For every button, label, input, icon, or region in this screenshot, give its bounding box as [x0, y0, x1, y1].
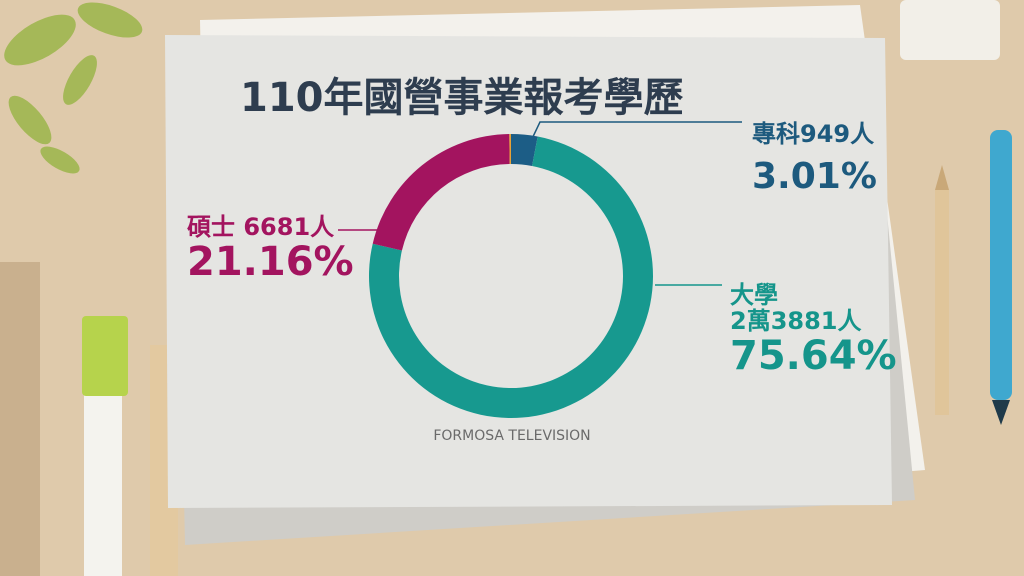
category-label: 專科949人: [752, 120, 874, 148]
chart-title: 110年國營事業報考學歷: [240, 75, 684, 121]
donut-slice: [372, 134, 510, 251]
pen: [990, 130, 1012, 400]
category-label: 碩士 6681人: [187, 213, 334, 241]
count-label: 2萬3881人: [730, 307, 862, 335]
marker-cap: [82, 316, 128, 396]
donut: [369, 134, 653, 418]
pencil-tip: [935, 165, 949, 190]
leaves: [4, 2, 143, 174]
board: [165, 35, 892, 508]
ruler: [0, 262, 40, 576]
category-label: 大學: [730, 281, 778, 309]
eraser: [900, 0, 1000, 60]
pen-tip: [992, 400, 1010, 425]
pencil-right: [935, 190, 949, 415]
watermark: FORMOSA TELEVISION: [433, 428, 590, 444]
value-label: 75.64%: [730, 333, 897, 379]
donut-slice: [511, 134, 538, 166]
value-label: 3.01%: [752, 156, 877, 197]
value-label: 21.16%: [187, 239, 354, 285]
donut-slice: [509, 134, 511, 165]
